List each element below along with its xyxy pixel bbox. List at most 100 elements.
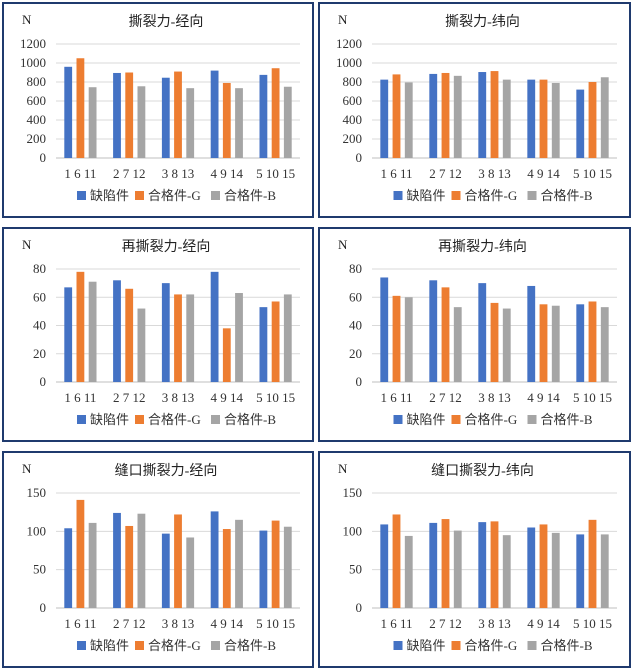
chart5-legend-label-1: 缺陷件 xyxy=(90,638,129,653)
chart6-legend-label-2: 合格件-G xyxy=(465,638,518,653)
chart2-bar-5-2 xyxy=(588,82,597,158)
chart-panel-1: N 撕裂力-经向 0 200 400 600 800 1000 1200 1 6 11 2 7 12… xyxy=(2,2,314,218)
chart1-y-tick-label: 600 xyxy=(27,93,47,108)
chart5-y-tick-label: 150 xyxy=(27,485,47,500)
chart6-x-tick-label: 5 10 15 xyxy=(573,616,612,631)
chart4-bar-3-3 xyxy=(502,308,511,382)
chart6-legend-swatch-2 xyxy=(451,641,461,650)
chart3-legend-swatch-1 xyxy=(77,415,86,424)
chart3-bar-1-2 xyxy=(76,271,85,382)
chart6-bar-1-2 xyxy=(392,514,401,608)
chart5-legend-label-2: 合格件-G xyxy=(148,638,201,653)
chart4-bar-5-2 xyxy=(588,301,597,382)
chart6-bar-3-1 xyxy=(478,522,487,608)
chart5-unit-label: N xyxy=(22,461,32,476)
chart2-bar-5-3 xyxy=(600,77,609,158)
chart6-y-tick-label: 100 xyxy=(343,523,363,538)
chart4-bar-3-1 xyxy=(478,283,487,383)
chart2-legend-label-2: 合格件-G xyxy=(465,188,518,203)
chart1-bar-1-3 xyxy=(88,87,97,158)
chart4-bar-5-1 xyxy=(576,304,585,382)
chart1-x-tick-label: 1 6 11 xyxy=(64,166,96,181)
chart5-legend-swatch-3 xyxy=(211,641,220,650)
chart4-y-tick-label: 20 xyxy=(349,346,362,361)
chart1-y-tick-label: 0 xyxy=(40,150,47,165)
chart5-bar-4-1 xyxy=(210,511,219,608)
chart2-bar-3-1 xyxy=(478,72,487,158)
chart3-legend-label-1: 缺陷件 xyxy=(90,412,129,427)
chart4-bar-3-2 xyxy=(490,302,499,382)
chart5-legend-swatch-2 xyxy=(135,641,144,650)
chart6-x-tick-label: 1 6 11 xyxy=(380,616,412,631)
chart5-bar-5-2 xyxy=(271,520,280,608)
chart3-y-tick-label: 0 xyxy=(40,374,47,389)
chart3-y-tick-label: 40 xyxy=(33,318,46,333)
chart1-bar-2-1 xyxy=(113,72,121,158)
chart4-legend-label-1: 缺陷件 xyxy=(407,412,446,427)
chart3-bar-2-2 xyxy=(125,288,134,382)
chart4-x-tick-label: 1 6 11 xyxy=(380,390,412,405)
chart2-legend-swatch-1 xyxy=(393,191,403,200)
chart2-x-tick-label: 3 8 13 xyxy=(478,166,511,181)
chart6-bar-2-1 xyxy=(429,522,438,608)
chart4-legend-swatch-3 xyxy=(527,415,537,424)
chart2-y-tick-label: 1000 xyxy=(336,55,362,70)
chart5-legend-swatch-1 xyxy=(77,641,86,650)
chart3-bar-1-3 xyxy=(88,281,97,382)
chart1-bar-4-1 xyxy=(210,70,219,158)
chart4-x-tick-label: 2 7 12 xyxy=(429,390,462,405)
chart-panel-2: N 撕裂力-纬向 0 200 400 600 800 1000 1200 1 6 11 2 7 12… xyxy=(318,2,631,218)
chart4-bar-1-1 xyxy=(380,277,389,382)
chart3-unit-label: N xyxy=(22,237,32,252)
chart6-y-tick-label: 0 xyxy=(356,600,363,615)
chart-svg-5: N 缝口撕裂力-经向 0 50 100 150 1 6 11 2 7 12 3 8 13 4 9 … xyxy=(22,461,300,653)
chart5-bar-4-2 xyxy=(222,529,231,608)
chart5-x-tick-label: 1 6 11 xyxy=(64,616,96,631)
chart3-bar-1-1 xyxy=(64,287,73,382)
chart4-legend-swatch-2 xyxy=(451,415,461,424)
chart2-y-tick-label: 800 xyxy=(343,74,363,89)
chart-panel-3: N 再撕裂力-经向 0 20 40 60 80 1 6 11 2 7 12 3 8 13 4 9 1… xyxy=(2,227,314,442)
chart1-y-tick-label: 200 xyxy=(27,131,47,146)
chart1-legend-swatch-1 xyxy=(77,191,86,200)
chart2-bar-2-2 xyxy=(441,72,450,158)
chart3-bar-3-3 xyxy=(186,294,195,382)
chart3-legend-label-3: 合格件-B xyxy=(224,412,276,427)
chart3-x-tick-label: 1 6 11 xyxy=(64,390,96,405)
chart6-bar-5-1 xyxy=(576,534,585,608)
chart4-title: 再撕裂力-纬向 xyxy=(438,239,527,255)
chart4-x-tick-label: 4 9 14 xyxy=(527,390,560,405)
chart3-y-tick-label: 80 xyxy=(33,261,46,276)
chart3-y-tick-label: 20 xyxy=(33,346,46,361)
chart5-y-tick-label: 100 xyxy=(27,523,47,538)
chart3-x-tick-label: 5 10 15 xyxy=(256,390,295,405)
chart5-bar-2-3 xyxy=(137,513,146,608)
chart6-title: 缝口撕裂力-纬向 xyxy=(431,463,534,479)
chart6-legend-label-1: 缺陷件 xyxy=(407,638,446,653)
chart6-legend-label-3: 合格件-B xyxy=(541,638,593,653)
chart4-y-tick-label: 60 xyxy=(349,289,362,304)
chart5-y-tick-label: 0 xyxy=(40,600,47,615)
chart5-title: 缝口撕裂力-经向 xyxy=(115,463,218,479)
chart1-y-tick-label: 1200 xyxy=(20,36,46,51)
chart-svg-1: N 撕裂力-经向 0 200 400 600 800 1000 1200 1 6 11 2 7 12… xyxy=(20,12,300,203)
chart2-bar-3-2 xyxy=(490,71,499,158)
chart5-x-tick-label: 2 7 12 xyxy=(113,616,146,631)
chart1-legend-swatch-2 xyxy=(135,191,144,200)
chart5-y-tick-label: 50 xyxy=(33,562,46,577)
chart1-legend-swatch-3 xyxy=(211,191,220,200)
chart2-x-tick-label: 4 9 14 xyxy=(527,166,560,181)
chart5-x-tick-label: 3 8 13 xyxy=(162,616,195,631)
chart4-bar-4-3 xyxy=(551,305,560,382)
chart1-unit-label: N xyxy=(22,12,32,27)
chart1-y-tick-label: 1000 xyxy=(20,55,46,70)
chart5-bar-4-3 xyxy=(235,519,243,608)
chart2-bar-4-2 xyxy=(539,79,548,159)
chart5-x-tick-label: 5 10 15 xyxy=(256,616,295,631)
chart6-legend-swatch-1 xyxy=(393,641,403,650)
chart-svg-4: N 再撕裂力-纬向 0 20 40 60 80 1 6 11 2 7 12 3 8 13 4 9 1… xyxy=(338,237,617,427)
chart6-bar-5-3 xyxy=(600,534,609,608)
chart2-x-tick-label: 5 10 15 xyxy=(573,166,612,181)
chart1-bar-5-1 xyxy=(259,74,268,159)
chart5-bar-5-3 xyxy=(283,526,292,608)
